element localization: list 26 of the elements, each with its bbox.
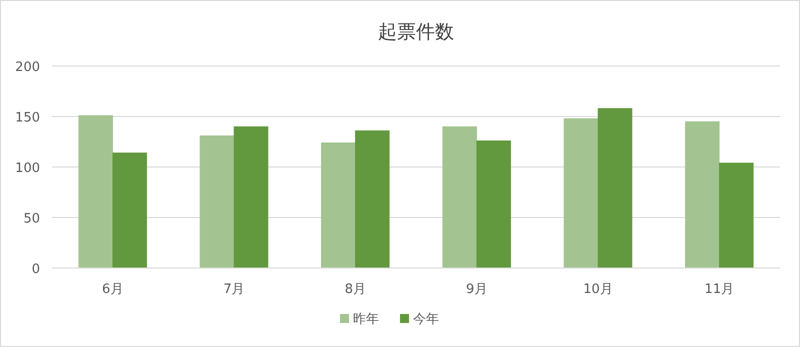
y-tick-label: 0 <box>32 262 40 277</box>
bar <box>78 115 113 268</box>
bar <box>442 126 477 268</box>
x-tick-label: 6月 <box>102 282 124 297</box>
x-tick-label: 10月 <box>583 282 613 297</box>
x-tick-label: 9月 <box>466 282 488 297</box>
legend-label: 昨年 <box>353 312 379 327</box>
x-tick-label: 11月 <box>704 282 734 297</box>
bar <box>719 162 754 268</box>
bar <box>321 142 356 268</box>
bar <box>564 118 598 268</box>
x-tick-label: 8月 <box>344 282 366 297</box>
bar <box>685 121 720 268</box>
bar <box>112 152 147 268</box>
y-tick-label: 100 <box>15 161 40 176</box>
y-tick-label: 200 <box>15 60 40 75</box>
bar <box>234 126 268 268</box>
bar <box>598 108 632 268</box>
y-tick-label: 150 <box>15 110 40 126</box>
bar <box>355 130 390 268</box>
x-tick-label: 7月 <box>223 282 245 297</box>
legend-label: 今年 <box>413 312 439 327</box>
bar <box>200 135 234 268</box>
bar <box>476 140 511 268</box>
chart-title: 起票件数 <box>378 21 454 43</box>
y-tick-label: 50 <box>23 212 40 226</box>
